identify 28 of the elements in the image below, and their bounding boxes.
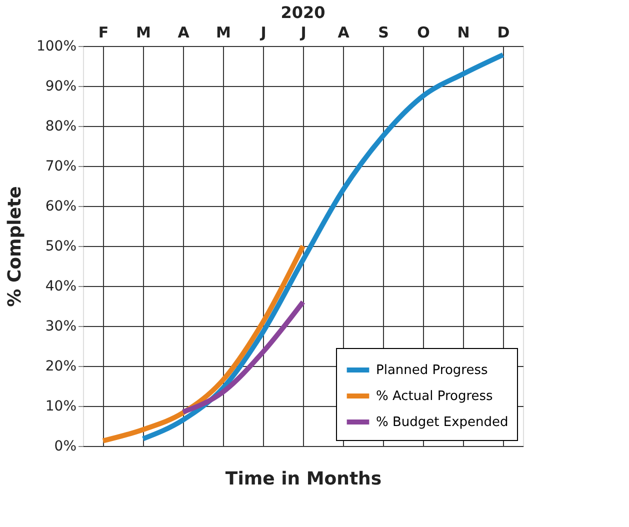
x-tick-label: A [338, 24, 350, 42]
y-tick-label: 70% [45, 158, 76, 174]
y-tick-label: 100% [36, 38, 76, 54]
y-tick-label: 10% [45, 398, 76, 414]
x-tick-label: S [378, 24, 389, 42]
y-tick-label: 0% [54, 438, 76, 454]
y-tick-label: 60% [45, 198, 76, 214]
y-tick-label: 90% [45, 78, 76, 94]
x-tick-label: F [98, 24, 109, 42]
x-axis-title: Time in Months [225, 468, 382, 490]
y-tick-label: 20% [45, 358, 76, 374]
y-tick-label: 30% [45, 318, 76, 334]
x-tick-label: J [260, 24, 266, 42]
legend-label: % Actual Progress [376, 389, 494, 404]
x-tick-label: M [216, 24, 231, 42]
legend-label: Planned Progress [376, 363, 488, 378]
y-tick-label: 80% [45, 118, 76, 134]
legend-label: % Budget Expended [376, 415, 508, 430]
y-axis-title: % Complete [4, 186, 26, 307]
chart-title: 2020 [280, 3, 326, 22]
y-tick-label: 40% [45, 278, 76, 294]
x-tick-label: N [457, 24, 470, 42]
x-tick-label: J [300, 24, 306, 42]
x-tick-label: D [497, 24, 510, 42]
x-tick-label: O [417, 24, 430, 42]
x-tick-label: A [178, 24, 190, 42]
y-tick-label: 50% [45, 238, 76, 254]
x-tick-label: M [136, 24, 151, 42]
